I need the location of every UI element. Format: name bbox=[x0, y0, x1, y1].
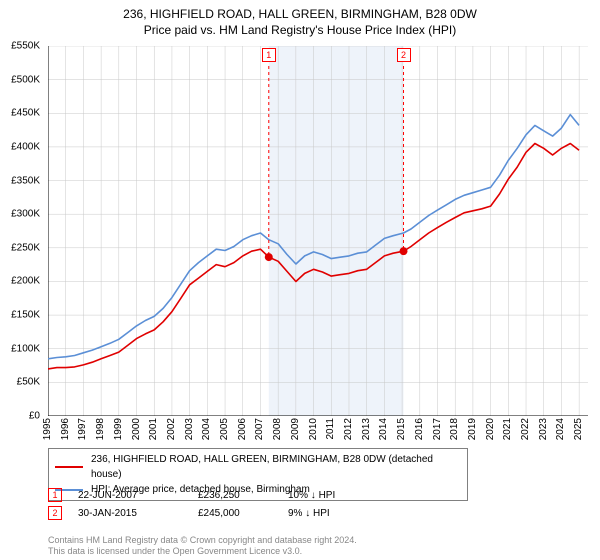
x-tick-label: 2007 bbox=[254, 418, 265, 440]
x-tick-label: 2024 bbox=[555, 418, 566, 440]
x-tick-label: 2020 bbox=[485, 418, 496, 440]
y-tick-label: £50K bbox=[17, 377, 40, 388]
title-line1: 236, HIGHFIELD ROAD, HALL GREEN, BIRMING… bbox=[0, 6, 600, 22]
y-tick-label: £150K bbox=[11, 310, 40, 321]
sale-price-2: £245,000 bbox=[198, 508, 288, 519]
x-tick-label: 2009 bbox=[290, 418, 301, 440]
x-tick-label: 2001 bbox=[148, 418, 159, 440]
x-tick-label: 2010 bbox=[308, 418, 319, 440]
x-tick-label: 2018 bbox=[449, 418, 460, 440]
sale-price-1: £236,250 bbox=[198, 490, 288, 501]
x-tick-label: 2004 bbox=[201, 418, 212, 440]
x-tick-label: 2022 bbox=[520, 418, 531, 440]
x-tick-label: 1997 bbox=[77, 418, 88, 440]
x-tick-label: 2005 bbox=[219, 418, 230, 440]
x-tick-label: 2019 bbox=[467, 418, 478, 440]
sales-row-2: 2 30-JAN-2015 £245,000 9% ↓ HPI bbox=[48, 506, 588, 520]
y-tick-label: £200K bbox=[11, 276, 40, 287]
sale-marker-2: 2 bbox=[48, 506, 62, 520]
sale-date-2: 30-JAN-2015 bbox=[78, 508, 198, 519]
chart-plot-area: 12 bbox=[48, 46, 588, 416]
sales-table: 1 22-JUN-2007 £236,250 10% ↓ HPI 2 30-JA… bbox=[48, 488, 588, 524]
x-tick-label: 2017 bbox=[432, 418, 443, 440]
sales-row-1: 1 22-JUN-2007 £236,250 10% ↓ HPI bbox=[48, 488, 588, 502]
x-tick-label: 1995 bbox=[42, 418, 53, 440]
x-tick-label: 2025 bbox=[573, 418, 584, 440]
footer-attribution: Contains HM Land Registry data © Crown c… bbox=[48, 535, 357, 558]
x-tick-label: 2011 bbox=[325, 418, 336, 440]
y-tick-label: £450K bbox=[11, 108, 40, 119]
legend-row-property: 236, HIGHFIELD ROAD, HALL GREEN, BIRMING… bbox=[55, 452, 461, 482]
title-line2: Price paid vs. HM Land Registry's House … bbox=[0, 22, 600, 38]
chart-svg bbox=[48, 46, 588, 416]
y-axis-labels: £0£50K£100K£150K£200K£250K£300K£350K£400… bbox=[0, 46, 44, 416]
y-tick-label: £300K bbox=[11, 209, 40, 220]
legend-label-property: 236, HIGHFIELD ROAD, HALL GREEN, BIRMING… bbox=[91, 452, 461, 482]
chart-title: 236, HIGHFIELD ROAD, HALL GREEN, BIRMING… bbox=[0, 0, 600, 38]
y-tick-label: £550K bbox=[11, 41, 40, 52]
x-tick-label: 2000 bbox=[131, 418, 142, 440]
y-tick-label: £500K bbox=[11, 74, 40, 85]
footer-line1: Contains HM Land Registry data © Crown c… bbox=[48, 535, 357, 547]
sale-marker-chart-2: 2 bbox=[397, 48, 411, 62]
sale-delta-2: 9% ↓ HPI bbox=[288, 508, 378, 519]
x-tick-label: 2006 bbox=[237, 418, 248, 440]
footer-line2: This data is licensed under the Open Gov… bbox=[48, 546, 357, 558]
legend-swatch-property bbox=[55, 466, 83, 468]
sale-delta-1: 10% ↓ HPI bbox=[288, 490, 378, 501]
y-tick-label: £100K bbox=[11, 343, 40, 354]
x-tick-label: 2021 bbox=[502, 418, 513, 440]
x-tick-label: 1999 bbox=[113, 418, 124, 440]
y-tick-label: £0 bbox=[29, 411, 40, 422]
x-tick-label: 2012 bbox=[343, 418, 354, 440]
x-tick-label: 2003 bbox=[184, 418, 195, 440]
sale-marker-1: 1 bbox=[48, 488, 62, 502]
sale-marker-chart-1: 1 bbox=[262, 48, 276, 62]
x-tick-label: 2015 bbox=[396, 418, 407, 440]
y-tick-label: £350K bbox=[11, 175, 40, 186]
sale-date-1: 22-JUN-2007 bbox=[78, 490, 198, 501]
x-tick-label: 2016 bbox=[414, 418, 425, 440]
x-tick-label: 2014 bbox=[378, 418, 389, 440]
y-tick-label: £250K bbox=[11, 242, 40, 253]
x-axis-labels: 1995199619971998199920002001200220032004… bbox=[48, 418, 588, 450]
x-tick-label: 2023 bbox=[538, 418, 549, 440]
y-tick-label: £400K bbox=[11, 141, 40, 152]
x-tick-label: 1996 bbox=[60, 418, 71, 440]
x-tick-label: 2013 bbox=[361, 418, 372, 440]
x-tick-label: 2002 bbox=[166, 418, 177, 440]
x-tick-label: 1998 bbox=[95, 418, 106, 440]
x-tick-label: 2008 bbox=[272, 418, 283, 440]
